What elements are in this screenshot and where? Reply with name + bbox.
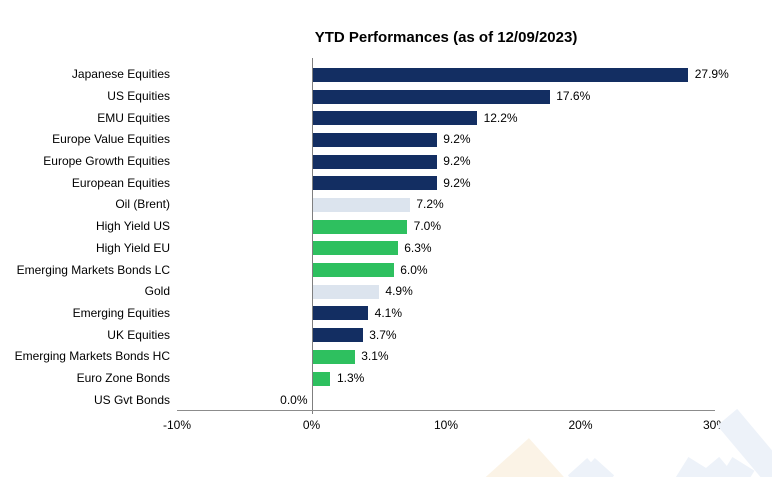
- value-bar: [313, 67, 689, 82]
- value-bar: [313, 132, 437, 147]
- category-label: Japanese Equities: [71, 67, 170, 82]
- zero-axis-line: [312, 58, 313, 414]
- value-bar: [313, 306, 369, 321]
- bar-row: Emerging Markets Bonds HC 3.1%: [15, 346, 715, 368]
- bar-row: UK Equities 3.7%: [107, 324, 715, 346]
- value-bar: [313, 111, 478, 126]
- x-tick-label: -10%: [162, 418, 192, 432]
- bar-row: US Gvt Bonds 0.0%: [94, 389, 715, 411]
- watermark-stripe: [507, 457, 615, 477]
- category-label: High Yield EU: [95, 240, 170, 255]
- value-label: 9.2%: [443, 154, 471, 169]
- category-label: Europe Growth Equities: [43, 154, 170, 169]
- bar-row: Euro Zone Bonds 1.3%: [77, 368, 715, 390]
- bar-row: Europe Growth Equities 9.2%: [43, 151, 715, 173]
- x-tick-label: 0%: [302, 418, 321, 432]
- value-label: 7.0%: [413, 219, 441, 234]
- bar-row: Emerging Markets Bonds LC 6.0%: [17, 259, 715, 281]
- bar-chart-plot-area: Japanese Equities 27.9% US Equities 17.6% EM…: [15, 58, 729, 416]
- watermark-stripe: [663, 456, 755, 477]
- value-bar: [313, 154, 437, 169]
- x-tick-label: 10%: [433, 418, 459, 432]
- value-bar: [313, 349, 355, 364]
- watermark-accent-shape: [480, 438, 590, 477]
- value-label: 9.2%: [443, 132, 471, 147]
- category-label: UK Equities: [107, 327, 170, 342]
- value-bar: [313, 284, 379, 299]
- bar-row: High Yield EU 6.3%: [96, 238, 715, 260]
- bar-row: EMU Equities 12.2%: [97, 107, 715, 129]
- value-bar: [313, 219, 408, 234]
- category-label: Gold: [144, 284, 170, 299]
- category-label: Oil (Brent): [115, 197, 170, 212]
- value-label: 4.9%: [385, 284, 413, 299]
- bar-row: Japanese Equities 27.9%: [72, 64, 729, 86]
- bar-row: US Equities 17.6%: [107, 86, 715, 108]
- bar-row: European Equities 9.2%: [72, 172, 715, 194]
- category-label: Emerging Equities: [72, 305, 170, 320]
- category-label: EMU Equities: [97, 110, 170, 125]
- category-label: Emerging Markets Bonds HC: [14, 349, 170, 364]
- category-label: US Equities: [107, 89, 170, 104]
- value-label: 3.7%: [369, 327, 397, 342]
- bar-row: Europe Value Equities 9.2%: [52, 129, 715, 151]
- watermark-stripe: [567, 457, 675, 477]
- value-bar: [313, 176, 437, 191]
- value-label: 6.0%: [400, 262, 428, 277]
- value-label: 0.0%: [280, 392, 308, 407]
- category-label: Emerging Markets Bonds LC: [16, 262, 170, 277]
- x-tick-label: 20%: [568, 418, 593, 432]
- value-label: 6.3%: [404, 240, 432, 255]
- category-label: Euro Zone Bonds: [76, 371, 170, 385]
- value-bar: [313, 328, 363, 343]
- category-label: Europe Value Equities: [52, 132, 170, 147]
- bar-row: Gold 4.9%: [145, 281, 715, 303]
- category-label: US Gvt Bonds: [93, 392, 170, 407]
- watermark-stripe: [699, 456, 772, 477]
- category-label: European Equities: [71, 175, 170, 190]
- value-label: 9.2%: [443, 175, 471, 190]
- value-bar: [313, 89, 550, 104]
- value-label: 1.3%: [336, 371, 365, 385]
- value-bar: [313, 241, 398, 256]
- value-label: 7.2%: [416, 197, 444, 212]
- value-label: 12.2%: [483, 110, 518, 125]
- bar-row: High Yield US 7.0%: [96, 216, 715, 238]
- value-label: 17.6%: [556, 89, 591, 104]
- watermark-stripe: [619, 456, 711, 477]
- value-bar: [313, 371, 331, 386]
- bar-row: Emerging Equities 4.1%: [73, 303, 715, 325]
- x-axis-line: [177, 410, 715, 411]
- value-bar: [313, 197, 410, 212]
- bar-row: Oil (Brent) 7.2%: [115, 194, 715, 216]
- x-tick-label: 30%: [702, 418, 728, 432]
- value-label: 4.1%: [374, 305, 402, 320]
- chart-title: YTD Performances (as of 12/09/2023): [314, 29, 578, 46]
- value-label: 3.1%: [361, 349, 389, 364]
- category-label: High Yield US: [95, 219, 170, 234]
- value-bar: [313, 263, 394, 278]
- value-label: 27.9%: [694, 67, 729, 82]
